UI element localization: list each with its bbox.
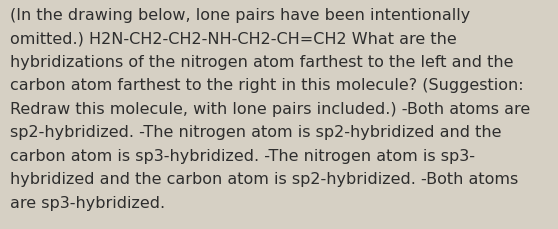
- Text: omitted.) H2N-CH2-CH2-NH-CH2-CH=CH2 What are the: omitted.) H2N-CH2-CH2-NH-CH2-CH=CH2 What…: [10, 31, 457, 46]
- Text: carbon atom is sp3-hybridized. -The nitrogen atom is sp3-: carbon atom is sp3-hybridized. -The nitr…: [10, 148, 475, 163]
- Text: hybridizations of the nitrogen atom farthest to the left and the: hybridizations of the nitrogen atom fart…: [10, 55, 513, 70]
- Text: (In the drawing below, lone pairs have been intentionally: (In the drawing below, lone pairs have b…: [10, 8, 470, 23]
- Text: sp2-hybridized. -The nitrogen atom is sp2-hybridized and the: sp2-hybridized. -The nitrogen atom is sp…: [10, 125, 502, 140]
- Text: hybridized and the carbon atom is sp2-hybridized. -Both atoms: hybridized and the carbon atom is sp2-hy…: [10, 172, 518, 186]
- Text: Redraw this molecule, with lone pairs included.) -Both atoms are: Redraw this molecule, with lone pairs in…: [10, 101, 530, 116]
- Text: are sp3-hybridized.: are sp3-hybridized.: [10, 195, 165, 210]
- Text: carbon atom farthest to the right in this molecule? (Suggestion:: carbon atom farthest to the right in thi…: [10, 78, 523, 93]
